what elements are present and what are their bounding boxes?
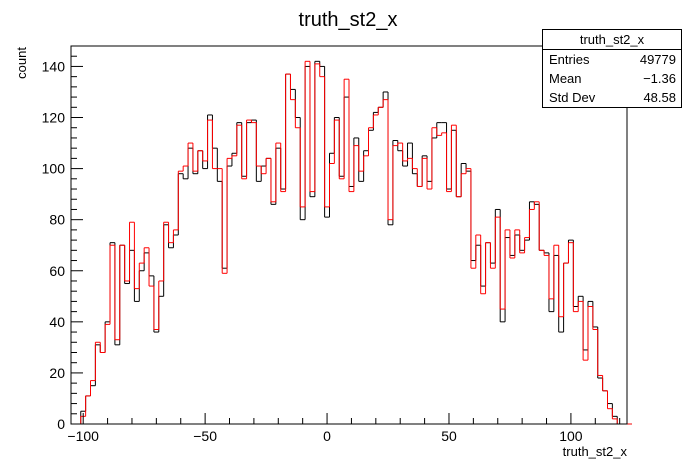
- stats-mean-label: Mean: [549, 71, 582, 86]
- y-tick-label: 40: [49, 314, 65, 330]
- x-tick-label: −50: [193, 428, 217, 444]
- y-axis-label: count: [14, 47, 29, 79]
- x-tick-label: 0: [323, 428, 331, 444]
- series-2: [71, 60, 632, 425]
- x-tick-label: 100: [559, 428, 583, 444]
- x-tick-label: 50: [441, 428, 457, 444]
- x-axis-label: truth_st2_x: [563, 444, 628, 459]
- y-tick-label: 140: [42, 58, 66, 74]
- stats-entries-row: Entries 49779: [543, 50, 681, 69]
- stats-entries-label: Entries: [549, 52, 590, 67]
- y-tick-label: 80: [49, 212, 65, 228]
- x-tick-label: −100: [67, 428, 99, 444]
- y-tick-label: 100: [42, 161, 66, 177]
- stats-stddev-value: 48.58: [643, 90, 676, 105]
- plot-frame: [70, 45, 628, 425]
- series-1: [71, 60, 632, 425]
- stats-stddev-row: Std Dev 48.58: [543, 88, 681, 107]
- y-tick-label: 120: [42, 110, 66, 126]
- y-tick-label: 60: [49, 263, 65, 279]
- chart-title: truth_st2_x: [299, 9, 398, 31]
- y-tick-label: 0: [57, 416, 65, 432]
- stats-title: truth_st2_x: [543, 30, 681, 50]
- axes: −100 −50 0 50 100 0 20 40 60 80 100 120 140: [42, 45, 628, 444]
- stats-mean-value: −1.36: [643, 71, 676, 86]
- stats-mean-row: Mean −1.36: [543, 69, 681, 88]
- plot-area: [71, 60, 632, 425]
- y-tick-label: 20: [49, 365, 65, 381]
- stats-box: truth_st2_x Entries 49779 Mean −1.36 Std…: [542, 29, 682, 108]
- stats-entries-value: 49779: [639, 52, 676, 67]
- stats-stddev-label: Std Dev: [549, 90, 596, 105]
